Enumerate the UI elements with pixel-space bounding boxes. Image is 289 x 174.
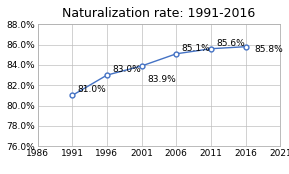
Title: Naturalization rate: 1991-2016: Naturalization rate: 1991-2016 bbox=[62, 7, 255, 20]
Text: 83.0%: 83.0% bbox=[112, 65, 141, 74]
Text: 85.6%: 85.6% bbox=[216, 39, 245, 48]
Text: 81.0%: 81.0% bbox=[78, 85, 107, 94]
Text: 85.1%: 85.1% bbox=[182, 44, 211, 53]
Text: 85.8%: 85.8% bbox=[254, 45, 283, 54]
Text: 83.9%: 83.9% bbox=[147, 75, 176, 84]
